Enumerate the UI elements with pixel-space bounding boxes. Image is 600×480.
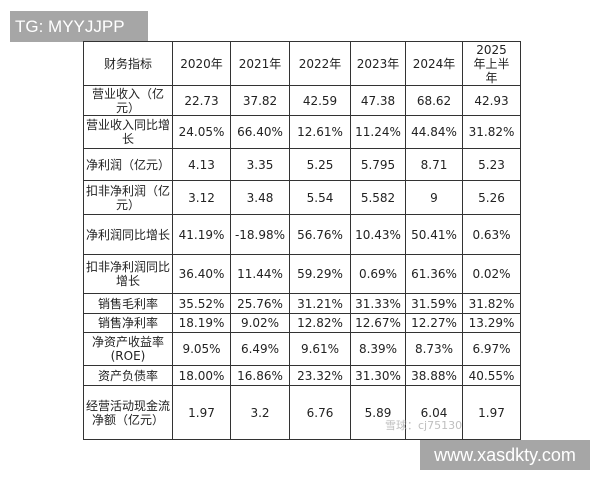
- table-cell: 61.36%: [405, 254, 463, 294]
- table-cell: 18.00%: [172, 365, 231, 386]
- row-label: 销售毛利率: [83, 293, 173, 314]
- row-label: 净利润同比增长: [83, 214, 173, 255]
- table-cell: 5.582: [350, 180, 406, 215]
- table-cell: 12.82%: [289, 313, 351, 333]
- table-cell: 8.71: [405, 148, 463, 181]
- table-cell: 6.04: [405, 385, 463, 440]
- column-header: 2020年: [172, 41, 231, 86]
- table-cell: 6.76: [289, 385, 351, 440]
- table-row: 净资产收益率(ROE) 9.05% 6.49% 9.61% 8.39% 8.73% 6.97…: [83, 332, 521, 366]
- table-cell: 8.73%: [405, 332, 463, 366]
- table-row: 净利润同比增长 41.19% -18.98% 56.76% 10.43% 50.41% 0.…: [83, 214, 521, 255]
- table-cell: 25.76%: [230, 293, 290, 314]
- table-cell: 24.05%: [172, 115, 231, 149]
- table-cell: 0.02%: [462, 254, 521, 294]
- table-cell: 68.62: [405, 85, 463, 116]
- column-header: 2024年: [405, 41, 463, 86]
- table-cell: 31.59%: [405, 293, 463, 314]
- table-cell: 1.97: [172, 385, 231, 440]
- table-row: 扣非净利润（亿元） 3.12 3.48 5.54 5.582 9 5.26: [83, 180, 521, 215]
- column-header: 2025年上半年: [462, 41, 521, 86]
- table-cell: 9.05%: [172, 332, 231, 366]
- table-cell: 23.32%: [289, 365, 351, 386]
- table-cell: 5.795: [350, 148, 406, 181]
- table-row: 资产负债率 18.00% 16.86% 23.32% 31.30% 38.88% 40.55…: [83, 365, 521, 386]
- table-cell: 12.67%: [350, 313, 406, 333]
- table-cell: 3.48: [230, 180, 290, 215]
- column-header: 2023年: [350, 41, 406, 86]
- table-cell: 9: [405, 180, 463, 215]
- table-cell: 6.49%: [230, 332, 290, 366]
- table-cell: 31.30%: [350, 365, 406, 386]
- table-cell: 16.86%: [230, 365, 290, 386]
- table-cell: 9.02%: [230, 313, 290, 333]
- table-cell: 31.33%: [350, 293, 406, 314]
- table-cell: 56.76%: [289, 214, 351, 255]
- table-cell: 42.59: [289, 85, 351, 116]
- table-cell: 5.23: [462, 148, 521, 181]
- row-label: 资产负债率: [83, 365, 173, 386]
- table-cell: 5.26: [462, 180, 521, 215]
- table-cell: 31.82%: [462, 293, 521, 314]
- table-cell: 59.29%: [289, 254, 351, 294]
- table-cell: 4.13: [172, 148, 231, 181]
- table-cell: 12.61%: [289, 115, 351, 149]
- row-label: 净资产收益率(ROE): [83, 332, 173, 366]
- column-header: 2022年: [289, 41, 351, 86]
- row-label: 扣非净利润同比增长: [83, 254, 173, 294]
- table-row: 销售毛利率 35.52% 25.76% 31.21% 31.33% 31.59% 31.82…: [83, 293, 521, 314]
- row-label: 销售净利率: [83, 313, 173, 333]
- row-label: 营业收入同比增长: [83, 115, 173, 149]
- column-header: 财务指标: [83, 41, 173, 86]
- table-cell: -18.98%: [230, 214, 290, 255]
- table-cell: 35.52%: [172, 293, 231, 314]
- table-cell: 12.27%: [405, 313, 463, 333]
- table-cell: 5.25: [289, 148, 351, 181]
- table-row: 扣非净利润同比增长 36.40% 11.44% 59.29% 0.69% 61.36% 0.…: [83, 254, 521, 294]
- table-cell: 38.88%: [405, 365, 463, 386]
- header-row: 财务指标 2020年 2021年 2022年 2023年 2024年 2025年上半年: [83, 41, 521, 86]
- table-cell: 42.93: [462, 85, 521, 116]
- table-cell: 9.61%: [289, 332, 351, 366]
- table-cell: 47.38: [350, 85, 406, 116]
- row-label: 扣非净利润（亿元）: [83, 180, 173, 215]
- table-cell: 66.40%: [230, 115, 290, 149]
- xueqiu-watermark: 雪球：cj75130: [385, 419, 463, 432]
- table-cell: 31.82%: [462, 115, 521, 149]
- table-cell: 40.55%: [462, 365, 521, 386]
- table-row: 营业收入同比增长 24.05% 66.40% 12.61% 11.24% 44.84% 31…: [83, 115, 521, 149]
- table-cell: 41.19%: [172, 214, 231, 255]
- table-cell: 13.29%: [462, 313, 521, 333]
- table-cell: 5.54: [289, 180, 351, 215]
- table-cell: 22.73: [172, 85, 231, 116]
- table-cell: 0.69%: [350, 254, 406, 294]
- table-row: 经营活动现金流净额（亿元） 1.97 3.2 6.76 5.89 6.04 1.97: [83, 385, 521, 440]
- table-cell: 11.44%: [230, 254, 290, 294]
- table-cell: 50.41%: [405, 214, 463, 255]
- table-cell: 31.21%: [289, 293, 351, 314]
- telegram-watermark: TG: MYYJJPP: [10, 11, 148, 42]
- site-watermark: www.xasdkty.com: [420, 440, 590, 470]
- row-label: 净利润（亿元）: [83, 148, 173, 181]
- table-cell: 37.82: [230, 85, 290, 116]
- financial-indicators-table: 财务指标 2020年 2021年 2022年 2023年 2024年 2025年上半年 营业收…: [83, 41, 521, 440]
- table-row: 营业收入（亿元） 22.73 37.82 42.59 47.38 68.62 42.93: [83, 85, 521, 116]
- row-label: 经营活动现金流净额（亿元）: [83, 385, 173, 440]
- table-cell: 3.35: [230, 148, 290, 181]
- column-header: 2021年: [230, 41, 290, 86]
- table-cell: 0.63%: [462, 214, 521, 255]
- table-cell: 3.12: [172, 180, 231, 215]
- table-row: 销售净利率 18.19% 9.02% 12.82% 12.67% 12.27% 13.29%: [83, 313, 521, 333]
- table-cell: 18.19%: [172, 313, 231, 333]
- table-cell: 36.40%: [172, 254, 231, 294]
- row-label: 营业收入（亿元）: [83, 85, 173, 116]
- table-cell: 6.97%: [462, 332, 521, 366]
- table-cell: 8.39%: [350, 332, 406, 366]
- table-row: 净利润（亿元） 4.13 3.35 5.25 5.795 8.71 5.23: [83, 148, 521, 181]
- table-cell: 11.24%: [350, 115, 406, 149]
- table-cell: 10.43%: [350, 214, 406, 255]
- table-cell: 44.84%: [405, 115, 463, 149]
- table-cell: 1.97: [462, 385, 521, 440]
- table-cell: 3.2: [230, 385, 290, 440]
